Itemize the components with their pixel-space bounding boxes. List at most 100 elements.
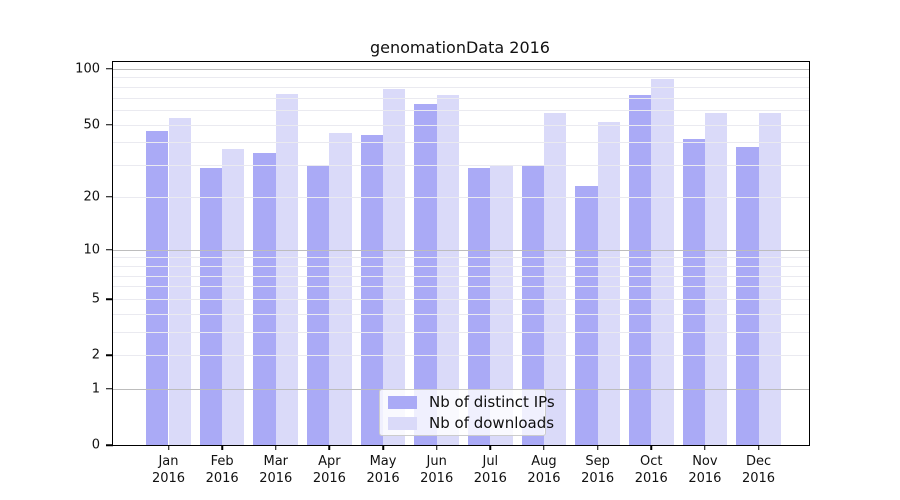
x-axis-tick-feb (221, 445, 223, 450)
gridline-60 (113, 110, 809, 112)
x-axis-label-month: Feb (210, 454, 234, 469)
x-axis-label-feb: Feb 2016 (187, 453, 257, 487)
gridline-4 (113, 313, 809, 315)
y-axis-tick-1 (106, 387, 113, 390)
y-axis-tick-0 (106, 444, 113, 446)
y-axis-label-1: 1 (91, 381, 100, 397)
bar-distinct-ips-nov (682, 138, 705, 445)
x-axis-label-year: 2016 (151, 471, 186, 486)
chart-title: genomationData 2016 (370, 38, 550, 57)
legend-swatch-distinct-ips (388, 395, 417, 409)
plot-area: 0 1 2 5 10 20 50 100 Jan 2016 Feb 2016 Mar 2016 Apr 201… (75, 61, 810, 486)
gridline-100 (113, 68, 809, 70)
x-axis-tick-jul (489, 445, 492, 450)
x-axis-label-month: Mar (263, 454, 289, 469)
gridline-30 (113, 165, 809, 167)
bar-downloads-aug (543, 112, 567, 445)
x-axis-tick-dec (757, 445, 760, 450)
x-axis-tick-aug (543, 445, 545, 450)
gridline-3 (113, 332, 809, 334)
gridline-5 (113, 299, 809, 300)
y-axis-label-20: 20 (83, 189, 100, 205)
bar-downloads-mar (275, 94, 299, 445)
x-axis-tick-sep (596, 445, 599, 450)
x-axis-label-month: Nov (692, 454, 718, 469)
x-axis-label-year: 2016 (420, 471, 454, 486)
x-axis-label-year: 2016 (366, 471, 400, 486)
x-axis-label-month: Jan (158, 454, 179, 469)
y-axis-label-100: 100 (75, 61, 100, 77)
bar-distinct-ips-dec (736, 146, 759, 445)
x-axis-label-year: 2016 (205, 471, 239, 486)
bar-downloads-jan (168, 118, 191, 445)
x-axis-label-jul: Jul 2016 (455, 453, 525, 487)
y-axis-label-2: 2 (91, 347, 100, 363)
x-axis-label-nov: Nov 2016 (670, 453, 740, 487)
bar-downloads-nov (704, 112, 728, 445)
x-axis-tick-oct (650, 445, 652, 450)
gridline-7 (113, 275, 809, 277)
bar-downloads-jun (436, 95, 459, 445)
legend-item-distinct-ips: Nb of distinct IPs (388, 393, 555, 411)
x-axis-label-year: 2016 (473, 471, 507, 486)
bar-distinct-ips-sep (575, 186, 598, 445)
gridline-20 (113, 196, 809, 198)
x-axis-label-year: 2016 (527, 471, 561, 486)
x-axis-label-aug: Aug 2016 (509, 453, 579, 487)
bar-downloads-feb (222, 148, 245, 445)
x-axis-label-oct: Oct 2016 (616, 453, 686, 487)
x-axis-label-sep: Sep 2016 (563, 453, 633, 487)
legend-item-downloads: Nb of downloads (388, 414, 554, 432)
x-axis-label-month: Jul (482, 454, 499, 469)
x-axis-label-month: Aug (531, 454, 557, 469)
x-axis-label-month: Dec (745, 454, 772, 469)
bar-downloads-oct (651, 79, 674, 445)
legend-label-distinct-ips: Nb of distinct IPs (429, 393, 555, 411)
y-axis-tick-5 (106, 298, 113, 300)
y-axis-tick-10 (106, 248, 113, 251)
bar-distinct-ips-apr (307, 165, 330, 445)
x-axis-label-jun: Jun 2016 (402, 453, 472, 487)
gridline-90 (113, 77, 809, 79)
x-axis-label-year: 2016 (688, 471, 722, 486)
x-axis-label-year: 2016 (581, 471, 615, 486)
x-axis-label-dec: Dec 2016 (724, 453, 794, 487)
x-axis-label-year: 2016 (634, 471, 668, 486)
bar-distinct-ips-aug (521, 165, 544, 445)
gridline-70 (113, 97, 809, 99)
legend: Nb of distinct IPs Nb of downloads (379, 389, 555, 436)
x-axis-label-year: 2016 (259, 471, 293, 486)
x-axis-label-month: Jun (426, 454, 447, 469)
y-axis-label-0: 0 (91, 437, 100, 453)
x-axis-label-apr: Apr 2016 (294, 453, 364, 487)
x-axis-label-may: May 2016 (348, 453, 418, 487)
bar-distinct-ips-feb (199, 167, 223, 445)
legend-swatch-downloads (388, 416, 417, 430)
gridline-8 (113, 265, 809, 267)
x-axis-tick-apr (328, 445, 331, 450)
bar-distinct-ips-oct (628, 95, 652, 445)
x-axis-label-jan: Jan 2016 (134, 453, 204, 487)
gridline-50 (113, 124, 809, 126)
x-axis-label-month: Apr (318, 454, 341, 469)
x-axis-tick-jun (435, 445, 438, 450)
gridline-2 (113, 355, 809, 357)
legend-label-downloads: Nb of downloads (429, 414, 555, 432)
x-axis-label-month: Oct (640, 454, 663, 469)
bar-downloads-dec (758, 112, 781, 445)
bar-distinct-ips-may (360, 134, 384, 445)
x-axis-tick-nov (704, 445, 706, 450)
gridline-6 (113, 286, 809, 288)
gridline-9 (113, 257, 809, 259)
x-axis-tick-may (382, 445, 384, 450)
bar-downloads-sep (597, 121, 620, 445)
y-axis-label-5: 5 (91, 291, 100, 307)
y-axis-tick-20 (106, 196, 113, 198)
bar-distinct-ips-jun (414, 103, 437, 445)
bar-distinct-ips-jul (468, 167, 491, 445)
y-axis-label-10: 10 (83, 242, 100, 258)
bar-distinct-ips-jan (146, 131, 169, 445)
x-axis-tick-mar (275, 445, 277, 450)
gridline-10 (113, 249, 809, 251)
